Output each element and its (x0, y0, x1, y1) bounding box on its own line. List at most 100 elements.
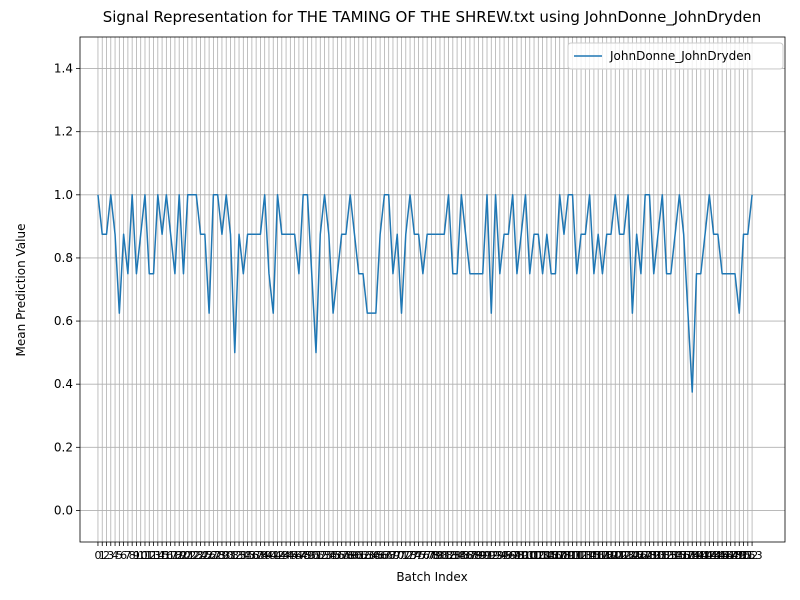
x-tick-label: 130 (643, 549, 664, 562)
x-tick-label: 11 (138, 549, 152, 562)
x-tick-label: 124 (618, 549, 639, 562)
x-tick-label: 67 (377, 549, 391, 562)
x-tick-label: 149 (724, 549, 745, 562)
x-tick-label: 64 (365, 549, 379, 562)
x-tick-label: 28 (211, 549, 225, 562)
x-tick-label: 50 (305, 549, 319, 562)
x-tick-label: 70 (390, 549, 404, 562)
x-tick-label: 135 (665, 549, 686, 562)
x-tick-label: 121 (605, 549, 626, 562)
x-tick-label: 43 (275, 549, 289, 562)
x-tick-label: 103 (528, 549, 549, 562)
x-tick-label: 2 (103, 549, 110, 562)
x-tick-label: 3 (107, 549, 114, 562)
x-tick-label: 71 (395, 549, 409, 562)
x-tick-label: 79 (429, 549, 443, 562)
x-tick-label: 95 (497, 549, 511, 562)
x-tick-label: 132 (652, 549, 673, 562)
x-tick-label: 126 (626, 549, 647, 562)
x-tick-label: 108 (549, 549, 570, 562)
x-tick-label: 140 (686, 549, 707, 562)
x-tick-label: 129 (639, 549, 660, 562)
x-tick-label: 48 (296, 549, 310, 562)
x-tick-label: 104 (532, 549, 553, 562)
x-tick-label: 118 (592, 549, 613, 562)
x-tick-label: 152 (737, 549, 758, 562)
x-tick-label: 146 (712, 549, 733, 562)
x-tick-label: 94 (493, 549, 507, 562)
x-tick-label: 59 (343, 549, 357, 562)
x-tick-label: 36 (245, 549, 259, 562)
legend-label: JohnDonne_JohnDryden (609, 49, 751, 63)
y-tick-label: 0.2 (54, 440, 73, 454)
x-tick-label: 55 (326, 549, 340, 562)
x-tick-label: 31 (223, 549, 237, 562)
x-tick-label: 92 (484, 549, 498, 562)
x-tick-label: 58 (339, 549, 353, 562)
x-tick-label: 33 (232, 549, 246, 562)
x-tick-label: 46 (288, 549, 302, 562)
x-tick-label: 60 (347, 549, 361, 562)
x-tick-label: 18 (168, 549, 182, 562)
x-tick-label: 47 (292, 549, 306, 562)
x-tick-label: 38 (253, 549, 267, 562)
x-tick-label: 109 (553, 549, 574, 562)
x-tick-label: 75 (412, 549, 426, 562)
x-tick-label: 14 (151, 549, 165, 562)
x-tick-label: 34 (236, 549, 250, 562)
x-tick-label: 100 (515, 549, 536, 562)
x-tick-label: 153 (742, 549, 763, 562)
x-tick-label: 116 (583, 549, 604, 562)
x-tick-label: 91 (480, 549, 494, 562)
x-tick-label: 51 (309, 549, 323, 562)
legend-box (567, 42, 784, 70)
x-tick-label: 114 (575, 549, 596, 562)
x-tick-label: 93 (489, 549, 503, 562)
x-tick-label: 96 (501, 549, 515, 562)
data-line (97, 194, 753, 393)
x-tick-label: 131 (648, 549, 669, 562)
x-tick-label: 85 (454, 549, 468, 562)
x-tick-label: 151 (733, 549, 754, 562)
x-tick-label: 137 (673, 549, 694, 562)
x-tick-label: 123 (613, 549, 634, 562)
x-tick-label: 147 (716, 549, 737, 562)
x-tick-label: 120 (600, 549, 621, 562)
x-tick-label: 125 (622, 549, 643, 562)
x-tick-label: 128 (635, 549, 656, 562)
y-tick-label: 1.0 (54, 188, 73, 202)
x-tick-label: 32 (228, 549, 242, 562)
x-tick-label: 101 (519, 549, 540, 562)
x-tick-label: 78 (424, 549, 438, 562)
x-tick-label: 72 (399, 549, 413, 562)
x-tick-label: 27 (206, 549, 220, 562)
x-tick-label: 143 (699, 549, 720, 562)
x-tick-label: 42 (271, 549, 285, 562)
x-tick-label: 83 (446, 549, 460, 562)
x-tick-label: 119 (596, 549, 617, 562)
chart-title: Signal Representation for THE TAMING OF … (103, 8, 762, 27)
x-tick-label: 76 (416, 549, 430, 562)
x-tick-label: 0 (94, 549, 101, 562)
x-tick-label: 127 (630, 549, 651, 562)
x-tick-label: 138 (677, 549, 698, 562)
x-tick-label: 87 (463, 549, 477, 562)
x-tick-label: 65 (369, 549, 383, 562)
x-tick-label: 141 (690, 549, 711, 562)
y-tick-label: 1.2 (54, 125, 73, 139)
x-tick-label: 122 (609, 549, 630, 562)
x-tick-label: 98 (510, 549, 524, 562)
x-tick-label: 73 (403, 549, 417, 562)
x-tick-label: 7 (124, 549, 131, 562)
x-tick-label: 106 (541, 549, 562, 562)
x-tick-label: 134 (660, 549, 681, 562)
x-tick-label: 30 (219, 549, 233, 562)
x-tick-label: 99 (514, 549, 528, 562)
x-tick-label: 77 (420, 549, 434, 562)
x-tick-label: 112 (566, 549, 587, 562)
y-tick-label: 0.4 (54, 377, 73, 391)
x-tick-label: 105 (536, 549, 557, 562)
x-tick-label: 39 (258, 549, 272, 562)
x-tick-label: 88 (467, 549, 481, 562)
